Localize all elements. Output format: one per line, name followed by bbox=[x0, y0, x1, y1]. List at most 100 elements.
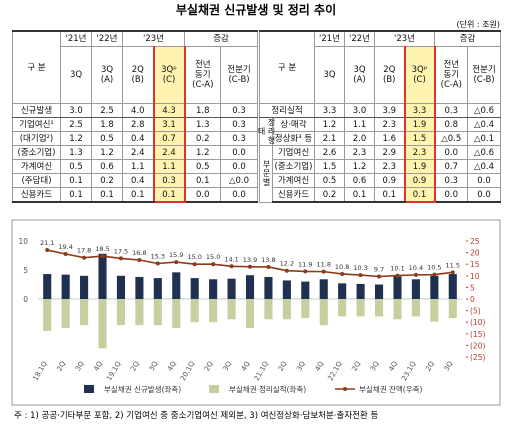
line-point bbox=[450, 270, 455, 275]
data-row: (주담대) 0.1 0.2 0.4 0.3 0.1 △0.0 bbox=[12, 173, 259, 188]
value-label: 13.9 bbox=[243, 256, 257, 264]
column-header-line: (C-B) bbox=[473, 75, 495, 85]
cell: 0.5 bbox=[60, 159, 92, 174]
year: '21년 bbox=[60, 30, 92, 47]
value-label: 10.4 bbox=[409, 264, 423, 272]
value-label: 15.3 bbox=[151, 253, 165, 261]
cell: 2.4 bbox=[152, 145, 186, 160]
bar bbox=[43, 274, 52, 299]
cell: 0.0 bbox=[434, 187, 469, 203]
y2-tick-label: 5 bbox=[470, 283, 475, 292]
bar bbox=[282, 280, 291, 299]
row-label: 정상화³ 등 bbox=[272, 131, 315, 146]
change: 증감 bbox=[434, 30, 502, 47]
cell: 0.3 bbox=[220, 131, 259, 146]
line-point bbox=[45, 248, 50, 253]
column-header: 2Q (B) bbox=[374, 46, 405, 104]
x-tick-label: 2Q bbox=[350, 360, 362, 373]
bar bbox=[190, 278, 199, 299]
cell: 0.5 bbox=[91, 131, 123, 146]
row-label: 신용카드 bbox=[272, 187, 315, 203]
bar bbox=[356, 299, 365, 317]
bar bbox=[319, 279, 328, 299]
cell: 3.3 bbox=[314, 103, 345, 118]
x-tick-label: 18.1Q bbox=[31, 360, 49, 383]
bar bbox=[393, 299, 402, 320]
x-tick-label: 2Q bbox=[203, 360, 215, 373]
column-header-line: 동기 bbox=[194, 70, 211, 80]
y2-tick-label: 0 bbox=[470, 295, 475, 304]
x-tick-label: 4Q bbox=[166, 360, 178, 373]
cell: 3.3 bbox=[403, 103, 436, 118]
line-point bbox=[118, 256, 123, 261]
y2-tick-label: 15 bbox=[470, 260, 480, 269]
cell: 0.5 bbox=[184, 159, 222, 174]
x-tick-label: 3Q bbox=[295, 360, 307, 373]
value-label: 12.2 bbox=[280, 260, 294, 268]
column-header: 전년 동기 (C-A) bbox=[184, 46, 222, 104]
bar bbox=[264, 299, 273, 320]
cell: 1.2 bbox=[91, 145, 123, 160]
value-label: 16.8 bbox=[132, 249, 146, 257]
cell: △0.0 bbox=[220, 173, 259, 188]
x-tick-label: 3Q bbox=[221, 360, 233, 373]
column-header-line: (B) bbox=[131, 75, 144, 85]
bar bbox=[80, 299, 89, 326]
x-tick-label: 4Q bbox=[314, 360, 326, 373]
cell: 0.1 bbox=[403, 187, 436, 203]
value-label: 17.8 bbox=[77, 247, 91, 255]
bar bbox=[98, 299, 107, 349]
row-label: (대기업²) bbox=[12, 131, 61, 146]
x-tick-label: 3Q bbox=[148, 360, 160, 373]
cell: 1.3 bbox=[60, 145, 92, 160]
column-header-line: (A) bbox=[100, 75, 114, 85]
title: 부실채권 신규발생 및 정리 추이 bbox=[176, 2, 336, 17]
value-label: 15.0 bbox=[187, 253, 201, 261]
bar bbox=[245, 299, 255, 328]
bar bbox=[135, 276, 144, 299]
cell: 0.5 bbox=[314, 173, 345, 188]
row-label: (중소기업) bbox=[12, 145, 61, 160]
bar bbox=[301, 299, 310, 319]
cell: 2.4 bbox=[122, 145, 154, 160]
value-label: 10.3 bbox=[353, 264, 367, 272]
cell: 2.3 bbox=[344, 145, 375, 160]
line-point bbox=[413, 272, 418, 277]
unit: (단위 : 조원) bbox=[457, 19, 500, 29]
year: '22년 bbox=[344, 30, 375, 47]
value-label: 9.7 bbox=[374, 265, 384, 273]
row-label: 기업여신¹ bbox=[12, 117, 61, 132]
bar bbox=[209, 279, 218, 299]
header-row: 3Q 3Q (A) 2Q (B) 3Qᵖ (C) 전년 동기 (C-A) 전분기 (C-B) bbox=[13, 46, 259, 104]
line-point bbox=[137, 258, 142, 263]
bar bbox=[227, 278, 236, 299]
line-point bbox=[100, 254, 105, 259]
bar bbox=[338, 283, 347, 299]
new-npl-table: 구 분 '21년 '22년 '23년 증감 3Q 3Q (A) 2Q (B) 3Qᵖ (C) 전년 동기(… bbox=[12, 30, 259, 203]
cell: 1.2 bbox=[184, 145, 222, 160]
line-point bbox=[266, 264, 271, 269]
cell: 0.1 bbox=[184, 173, 222, 188]
x-tick-label: 4Q bbox=[387, 360, 399, 373]
column-header-line: 전분기 bbox=[472, 65, 496, 75]
cell: 0.0 bbox=[434, 145, 469, 160]
cell: 1.2 bbox=[344, 159, 375, 174]
cell: 0.1 bbox=[60, 173, 92, 188]
line-point bbox=[395, 273, 400, 278]
line-point bbox=[192, 262, 197, 267]
column-header-line: 3Q bbox=[69, 70, 83, 80]
year: '23년 bbox=[121, 30, 186, 47]
change: 증감 bbox=[184, 30, 259, 47]
column-header: 전년 동기 (C-A) bbox=[434, 46, 469, 104]
cell: 0.4 bbox=[122, 173, 154, 188]
x-tick-label: 23.1Q bbox=[400, 360, 418, 383]
column-header-line: 3Qᵖ bbox=[161, 65, 177, 75]
cell: 1.6 bbox=[374, 131, 405, 146]
column-header: 2Q (B) bbox=[122, 46, 154, 104]
cell: 0.9 bbox=[374, 173, 405, 188]
cell: 0.3 bbox=[434, 173, 469, 188]
legend-swatch bbox=[209, 385, 219, 393]
bar bbox=[227, 299, 236, 320]
bar bbox=[264, 276, 273, 299]
cell: 0.0 bbox=[220, 145, 259, 160]
